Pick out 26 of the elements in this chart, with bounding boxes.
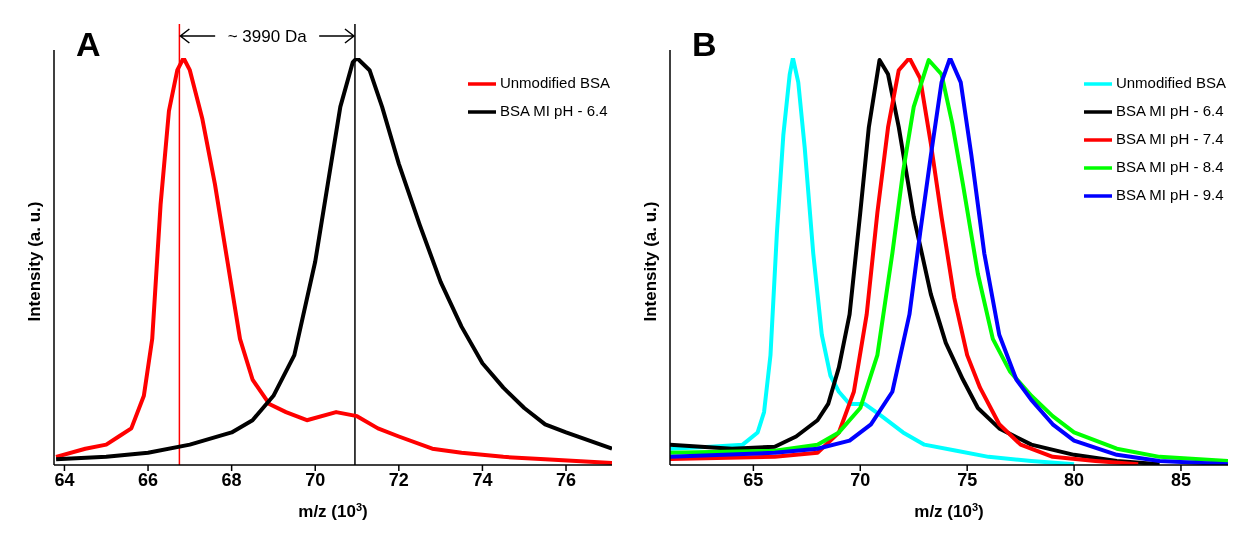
x-tick-label: 70 bbox=[305, 469, 326, 490]
x-tick-label: 74 bbox=[472, 469, 493, 490]
x-tick-label: 64 bbox=[54, 469, 75, 490]
legend-label: Unmodified BSA bbox=[1115, 73, 1226, 91]
legend-label: BSA MI pH - 9.4 bbox=[1115, 185, 1224, 203]
x-tick-label: 65 bbox=[743, 469, 764, 490]
legend-label: BSA MI pH - 6.4 bbox=[499, 101, 608, 119]
x-tick-label: 70 bbox=[850, 469, 871, 490]
x-tick-label: 75 bbox=[957, 469, 978, 490]
x-tick-label: 76 bbox=[556, 469, 577, 490]
legend-label: BSA MI pH - 7.4 bbox=[1115, 129, 1224, 147]
legend-label: BSA MI pH - 8.4 bbox=[1115, 157, 1224, 175]
legend-label: Unmodified BSA bbox=[499, 73, 610, 91]
chart-title: A bbox=[76, 25, 101, 63]
x-tick-label: 72 bbox=[388, 469, 409, 490]
x-tick-label: 68 bbox=[221, 469, 242, 490]
x-axis-title: m/z (10$^{3}$) bbox=[914, 501, 984, 521]
x-tick-label: 80 bbox=[1064, 469, 1085, 490]
y-axis-title: Intensity (a. u.) bbox=[641, 201, 660, 322]
x-tick-label: 85 bbox=[1170, 469, 1191, 490]
text: ~ 3990 Da bbox=[227, 27, 308, 46]
x-tick-label: 66 bbox=[138, 469, 159, 490]
legend-label: BSA MI pH - 6.4 bbox=[1115, 101, 1224, 119]
chart-title: B bbox=[692, 25, 717, 63]
y-axis-title: Intensity (a. u.) bbox=[25, 201, 44, 322]
x-axis-title: m/z (10$^{3}$) bbox=[298, 501, 368, 521]
